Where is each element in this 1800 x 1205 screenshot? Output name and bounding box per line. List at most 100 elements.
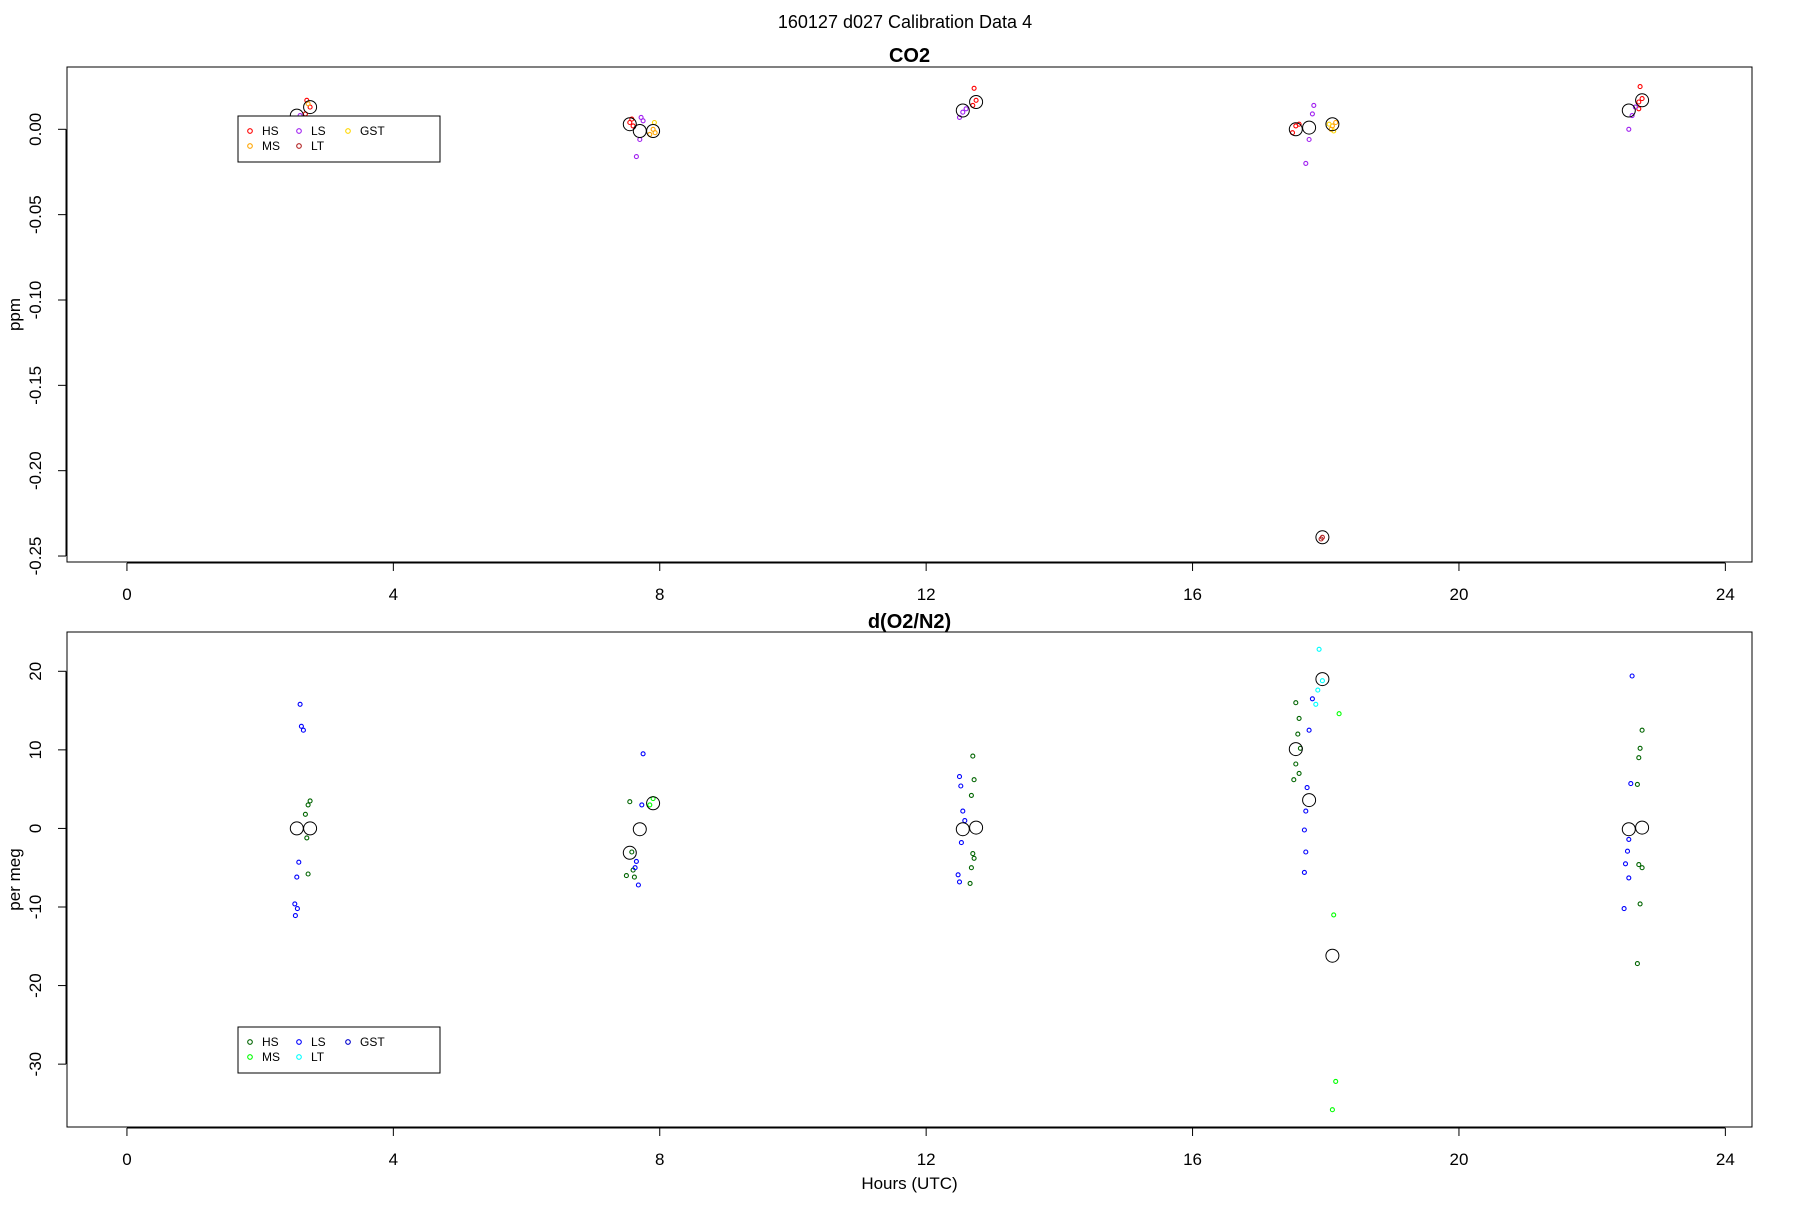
- plot-frame: [66, 631, 1753, 1128]
- data-point: [1636, 755, 1642, 761]
- data-point: [1306, 136, 1312, 143]
- x-tick-label: 16: [1183, 585, 1202, 604]
- mean-marker: [1325, 948, 1340, 963]
- legend-label: MS: [262, 1050, 280, 1064]
- y-tick-label: -0.10: [26, 281, 45, 320]
- data-point: [1315, 687, 1321, 693]
- x-tick-label: 16: [1183, 1150, 1202, 1169]
- data-point: [627, 799, 633, 805]
- data-point: [973, 97, 979, 103]
- legend-marker: [247, 1039, 253, 1045]
- plot-title: CO2: [889, 45, 930, 67]
- data-point: [1621, 906, 1627, 912]
- data-point: [1309, 111, 1315, 117]
- data-point: [640, 751, 646, 757]
- data-point: [637, 136, 643, 143]
- mean-marker: [289, 821, 304, 836]
- legend-box: [237, 115, 441, 163]
- legend-label: GST: [360, 124, 385, 138]
- data-point: [1303, 849, 1309, 855]
- y-tick-label: 0.00: [26, 113, 45, 146]
- data-point: [968, 865, 974, 871]
- panel-2: d(O2/N2) 0 4 8 12 16 20 24 Hours (UTC) 20 10 0 -10 -2…: [5, 611, 1753, 1193]
- mean-marker: [1288, 122, 1303, 137]
- data-point: [1291, 777, 1297, 783]
- data-point: [1622, 861, 1629, 867]
- data-point: [639, 802, 645, 808]
- data-point: [304, 835, 310, 841]
- y-tick-label: -30: [26, 1052, 45, 1077]
- data-point: [297, 701, 303, 707]
- data-points: [289, 84, 1650, 545]
- data-point: [1636, 862, 1642, 868]
- data-point: [651, 119, 657, 126]
- data-point: [1293, 700, 1299, 706]
- mean-marker: [646, 124, 661, 138]
- x-axis: 0 4 8 12 16 20 24: [122, 562, 1735, 604]
- data-point: [629, 849, 635, 855]
- data-point: [1639, 96, 1645, 102]
- data-point: [970, 851, 976, 857]
- data-point: [633, 154, 639, 160]
- mean-marker: [969, 95, 984, 109]
- y-tick-label: 10: [26, 740, 45, 759]
- series-ls: [292, 673, 1635, 919]
- data-point: [971, 85, 977, 91]
- y-tick-label: -0.05: [26, 195, 45, 234]
- data-point: [635, 882, 641, 888]
- y-tick-label: 0: [26, 824, 45, 833]
- data-point: [1626, 126, 1632, 132]
- data-points: [289, 646, 1650, 1113]
- data-point: [1628, 781, 1634, 787]
- legend-marker: [296, 143, 302, 149]
- y-axis: 0.00 -0.05 -0.10 -0.15 -0.20 -0.25 ppm: [5, 113, 67, 576]
- data-point: [1313, 701, 1319, 707]
- data-point: [1626, 875, 1632, 881]
- mean-marker: [969, 820, 984, 835]
- legend-marker: [345, 128, 351, 134]
- legend-label: LT: [311, 139, 325, 153]
- y-tick-label: -0.15: [26, 366, 45, 405]
- legend-marker: [296, 1039, 302, 1045]
- data-point: [632, 865, 638, 871]
- legend-label: LT: [311, 1050, 325, 1064]
- data-point: [1333, 1078, 1339, 1084]
- y-tick-label: -10: [26, 895, 45, 920]
- mean-marker: [622, 845, 637, 860]
- data-point: [1296, 770, 1302, 776]
- legend-label: MS: [262, 139, 280, 153]
- data-point: [1629, 113, 1635, 119]
- data-point: [1639, 727, 1645, 733]
- data-point: [1303, 808, 1309, 814]
- mean-marker: [303, 100, 318, 115]
- series-ls: [294, 102, 1638, 166]
- plot-title: d(O2/N2): [868, 611, 951, 633]
- data-point: [305, 871, 311, 877]
- data-point: [1637, 745, 1643, 751]
- data-point: [298, 723, 304, 729]
- legend-label: GST: [360, 1035, 385, 1049]
- data-point: [1303, 160, 1309, 166]
- mean-marker: [1302, 120, 1317, 135]
- data-point: [294, 906, 300, 912]
- x-tick-label: 4: [389, 1150, 398, 1169]
- mean-marker: [632, 124, 647, 138]
- data-point: [307, 798, 313, 804]
- x-tick-label: 12: [917, 1150, 936, 1169]
- y-axis-label: ppm: [5, 298, 24, 331]
- y-tick-label: 20: [26, 662, 45, 681]
- data-point: [294, 874, 300, 880]
- data-point: [1306, 727, 1312, 733]
- data-point: [956, 114, 963, 120]
- data-point: [1326, 121, 1332, 127]
- data-point: [1293, 761, 1299, 767]
- data-point: [956, 774, 963, 780]
- y-axis: 20 10 0 -10 -20 -30 per meg: [5, 662, 67, 1077]
- legend-marker: [247, 1054, 253, 1060]
- x-tick-label: 8: [655, 1150, 664, 1169]
- data-point: [633, 858, 639, 864]
- legend-marker: [247, 128, 253, 134]
- y-tick-label: -0.25: [26, 537, 45, 576]
